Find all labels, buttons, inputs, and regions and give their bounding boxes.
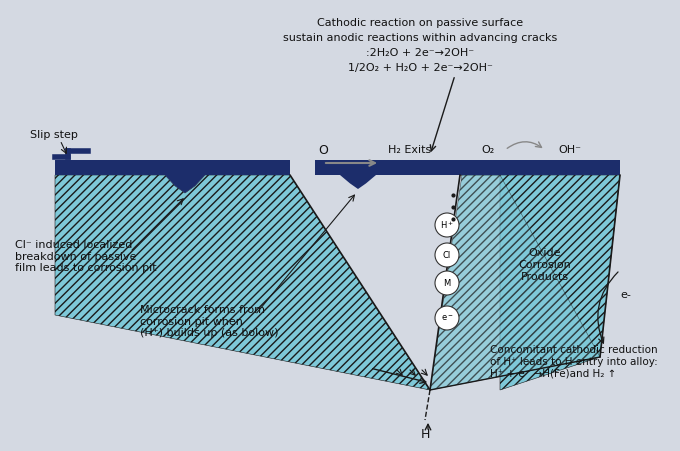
- Text: O: O: [318, 143, 328, 156]
- Text: H$^+$: H$^+$: [440, 219, 454, 231]
- Text: H₂ Exits: H₂ Exits: [388, 145, 432, 155]
- Text: 1/2O₂ + H₂O + 2e⁻→2OH⁻: 1/2O₂ + H₂O + 2e⁻→2OH⁻: [347, 63, 492, 73]
- Polygon shape: [290, 175, 460, 390]
- Text: Microcrack forms from
corrosion pit when
(H⁺) builds up (as bolow): Microcrack forms from corrosion pit when…: [140, 305, 279, 338]
- Polygon shape: [430, 175, 600, 390]
- Text: O₂: O₂: [481, 145, 494, 155]
- Text: :2H₂O + 2e⁻→2OH⁻: :2H₂O + 2e⁻→2OH⁻: [366, 48, 474, 58]
- Text: H: H: [420, 428, 430, 442]
- Circle shape: [435, 243, 459, 267]
- Polygon shape: [315, 175, 620, 390]
- Text: OH⁻: OH⁻: [558, 145, 581, 155]
- Circle shape: [435, 271, 459, 295]
- Text: Cl: Cl: [443, 250, 451, 259]
- Text: Cathodic reaction on passive surface: Cathodic reaction on passive surface: [317, 18, 523, 28]
- Text: Concomitant cathodic reduction
of H⁺ leads to H entry into alloy:
H⁺ + e⁻ →H(Fe): Concomitant cathodic reduction of H⁺ lea…: [490, 345, 658, 378]
- Polygon shape: [55, 160, 290, 193]
- Text: sustain anodic reactions within advancing cracks: sustain anodic reactions within advancin…: [283, 33, 557, 43]
- Polygon shape: [55, 175, 430, 390]
- Text: M: M: [443, 279, 451, 287]
- Text: Oxide
Corrosion
Products: Oxide Corrosion Products: [519, 249, 571, 281]
- Text: Cl⁻ induced localized
breakdown of passive
film leads to corrosion pit: Cl⁻ induced localized breakdown of passi…: [15, 240, 156, 273]
- Text: e-: e-: [620, 290, 631, 300]
- Text: e$^-$: e$^-$: [441, 313, 454, 323]
- Circle shape: [435, 306, 459, 330]
- Circle shape: [435, 213, 459, 237]
- Polygon shape: [315, 160, 620, 189]
- Text: Slip step: Slip step: [30, 130, 78, 140]
